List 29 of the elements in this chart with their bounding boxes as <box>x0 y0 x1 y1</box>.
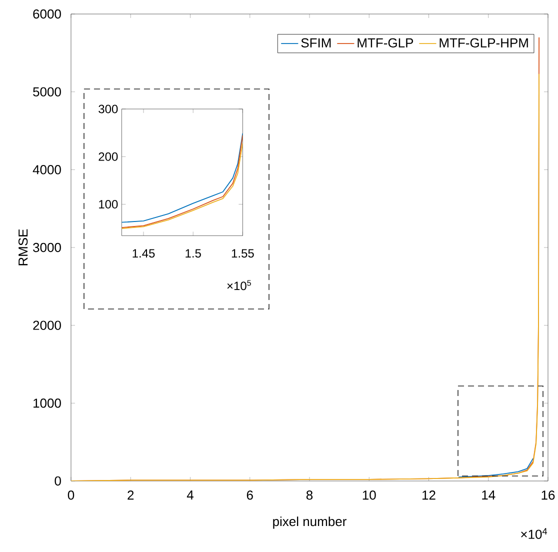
x-tick-label: 1.5 <box>186 249 201 258</box>
x-tick-label: 16 <box>542 490 555 500</box>
y-tick-label: 6000 <box>33 9 61 19</box>
x-tick-label: 0 <box>68 490 74 500</box>
x-tick-label: 1.55 <box>232 249 254 258</box>
y-axis-title: RMSE <box>18 229 28 266</box>
legend-label: MTF-GLP <box>358 38 414 48</box>
x-tick-label: 8 <box>306 490 313 500</box>
y-tick-label: 1000 <box>34 398 61 408</box>
x-tick-label: 6 <box>246 490 253 500</box>
y-tick-label: 100 <box>99 200 118 208</box>
y-tick-label: 3000 <box>33 242 61 252</box>
legend-label: MTF-GLP-HPM <box>440 38 528 48</box>
x-tick-label: 14 <box>482 490 496 500</box>
annotation: ×10$^{5}$ <box>227 280 251 290</box>
x-tick-label: 4 <box>186 490 194 500</box>
y-tick-label: 300 <box>98 104 118 114</box>
y-tick-label: 5000 <box>33 87 61 96</box>
y-tick-label: 4000 <box>32 165 61 174</box>
y-tick-label: 0 <box>54 476 61 486</box>
x-tick-label: 12 <box>422 490 436 500</box>
x-tick-label: 2 <box>128 490 134 500</box>
x-tick-label: 10 <box>362 490 376 500</box>
text: ×10$^{4}$ <box>521 528 548 539</box>
y-tick-label: 200 <box>98 152 118 161</box>
x-tick-label: 1.45 <box>132 249 155 258</box>
legend-label: SFIM <box>301 38 331 48</box>
x-axis-title: pixel number <box>273 516 346 529</box>
y-tick-label: 2000 <box>33 320 61 330</box>
